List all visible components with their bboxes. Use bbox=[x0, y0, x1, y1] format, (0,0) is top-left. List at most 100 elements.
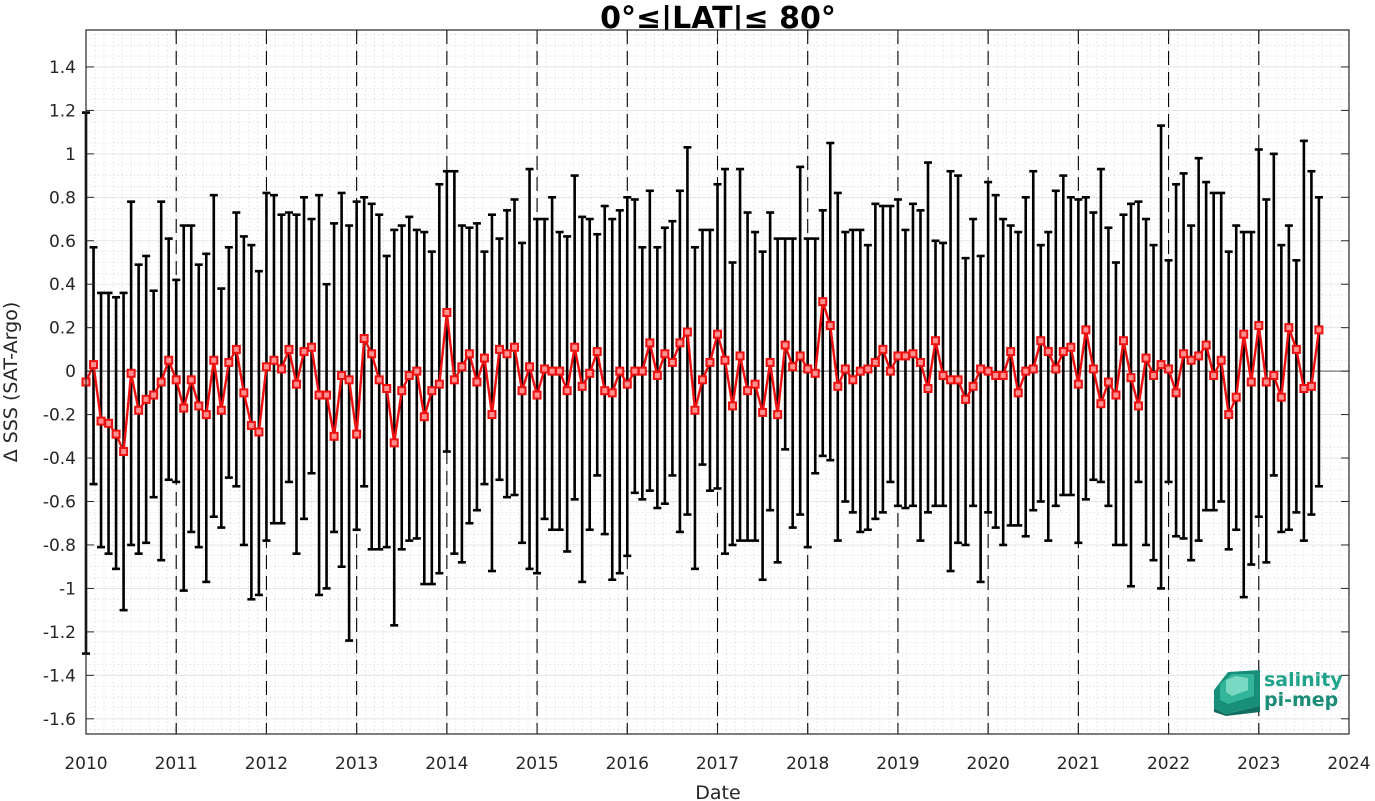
data-point bbox=[848, 375, 858, 385]
data-point bbox=[540, 364, 550, 374]
data-point bbox=[532, 390, 542, 400]
data-point bbox=[449, 375, 459, 385]
data-point bbox=[893, 351, 903, 361]
data-point bbox=[713, 329, 722, 339]
x-tick-label: 2023 bbox=[1237, 754, 1280, 774]
data-point bbox=[968, 381, 978, 391]
data-point bbox=[111, 429, 121, 439]
x-tick-label: 2017 bbox=[696, 754, 739, 774]
year-dividers bbox=[175, 30, 1260, 734]
x-tick-label: 2013 bbox=[335, 754, 378, 774]
data-point bbox=[307, 342, 317, 352]
data-point bbox=[359, 334, 369, 344]
data-point bbox=[96, 416, 106, 426]
data-point bbox=[803, 364, 813, 374]
data-point bbox=[750, 379, 760, 389]
data-point bbox=[863, 364, 873, 374]
data-point bbox=[201, 410, 211, 420]
data-point bbox=[915, 357, 925, 367]
x-tick-label: 2015 bbox=[515, 754, 558, 774]
data-point bbox=[976, 364, 986, 374]
x-tick-label: 2012 bbox=[245, 754, 288, 774]
data-point bbox=[329, 431, 339, 441]
data-point bbox=[104, 418, 114, 428]
data-point bbox=[1073, 379, 1083, 389]
x-tick-label: 2021 bbox=[1057, 754, 1100, 774]
data-point bbox=[607, 388, 617, 398]
data-point bbox=[900, 351, 910, 361]
data-point bbox=[878, 344, 888, 354]
data-point bbox=[705, 357, 715, 367]
y-tick-label: -1 bbox=[59, 579, 76, 599]
y-tick-label: -0.6 bbox=[43, 493, 76, 513]
x-tick-label: 2016 bbox=[606, 754, 649, 774]
data-point bbox=[164, 355, 174, 365]
data-point bbox=[1028, 364, 1038, 374]
data-point bbox=[1164, 364, 1174, 374]
data-point bbox=[1186, 355, 1196, 365]
data-point bbox=[570, 342, 580, 352]
data-point bbox=[547, 366, 557, 376]
data-point bbox=[284, 344, 294, 354]
data-point bbox=[1239, 329, 1249, 339]
y-axis-label: Δ SSS (SAT-Argo) bbox=[0, 302, 22, 462]
data-point bbox=[630, 366, 640, 376]
data-point bbox=[697, 375, 707, 385]
data-point bbox=[1299, 384, 1309, 394]
data-point bbox=[720, 355, 730, 365]
data-point bbox=[773, 410, 783, 420]
data-point bbox=[186, 375, 196, 385]
data-point bbox=[923, 384, 933, 394]
data-point bbox=[1126, 373, 1136, 383]
data-point bbox=[592, 347, 602, 357]
data-point bbox=[562, 386, 572, 396]
data-point bbox=[510, 342, 520, 352]
data-point bbox=[1201, 340, 1211, 350]
data-point bbox=[1013, 388, 1023, 398]
data-point bbox=[479, 353, 489, 363]
logo-line-2: pi-mep bbox=[1264, 689, 1338, 711]
data-point bbox=[810, 368, 820, 378]
data-point bbox=[1051, 364, 1061, 374]
data-point bbox=[502, 349, 512, 359]
data-point bbox=[855, 366, 865, 376]
data-point bbox=[743, 386, 753, 396]
data-point bbox=[472, 377, 482, 387]
data-point bbox=[382, 384, 392, 394]
data-point bbox=[998, 370, 1008, 380]
data-point bbox=[367, 349, 377, 359]
data-point bbox=[660, 349, 670, 359]
data-point bbox=[961, 394, 971, 404]
data-point bbox=[1171, 388, 1181, 398]
data-point bbox=[141, 394, 151, 404]
y-tick-label: 0 bbox=[65, 362, 76, 382]
data-point bbox=[1314, 325, 1324, 335]
data-point bbox=[239, 388, 249, 398]
data-point bbox=[765, 357, 775, 367]
data-point bbox=[344, 375, 354, 385]
data-point bbox=[1058, 347, 1068, 357]
data-point bbox=[389, 438, 399, 448]
data-point bbox=[870, 357, 880, 367]
data-point bbox=[1194, 351, 1204, 361]
data-point bbox=[224, 357, 234, 367]
data-point bbox=[89, 360, 99, 370]
data-point bbox=[780, 340, 790, 350]
data-point bbox=[1141, 353, 1151, 363]
y-tick-label: 0.8 bbox=[49, 188, 76, 208]
data-point bbox=[292, 379, 301, 389]
data-point bbox=[276, 364, 286, 374]
y-tick-label: 1 bbox=[65, 145, 76, 165]
x-tick-label: 2011 bbox=[155, 754, 198, 774]
data-point bbox=[788, 362, 798, 372]
data-point bbox=[931, 336, 941, 346]
data-point bbox=[299, 347, 309, 357]
data-point bbox=[179, 403, 189, 413]
data-point bbox=[1118, 336, 1128, 346]
y-tick-label: -0.8 bbox=[43, 536, 76, 556]
y-tick-label: 0.4 bbox=[49, 275, 76, 295]
data-point bbox=[1276, 392, 1286, 402]
data-point bbox=[322, 390, 332, 400]
data-point bbox=[171, 375, 181, 385]
data-point bbox=[126, 368, 136, 378]
